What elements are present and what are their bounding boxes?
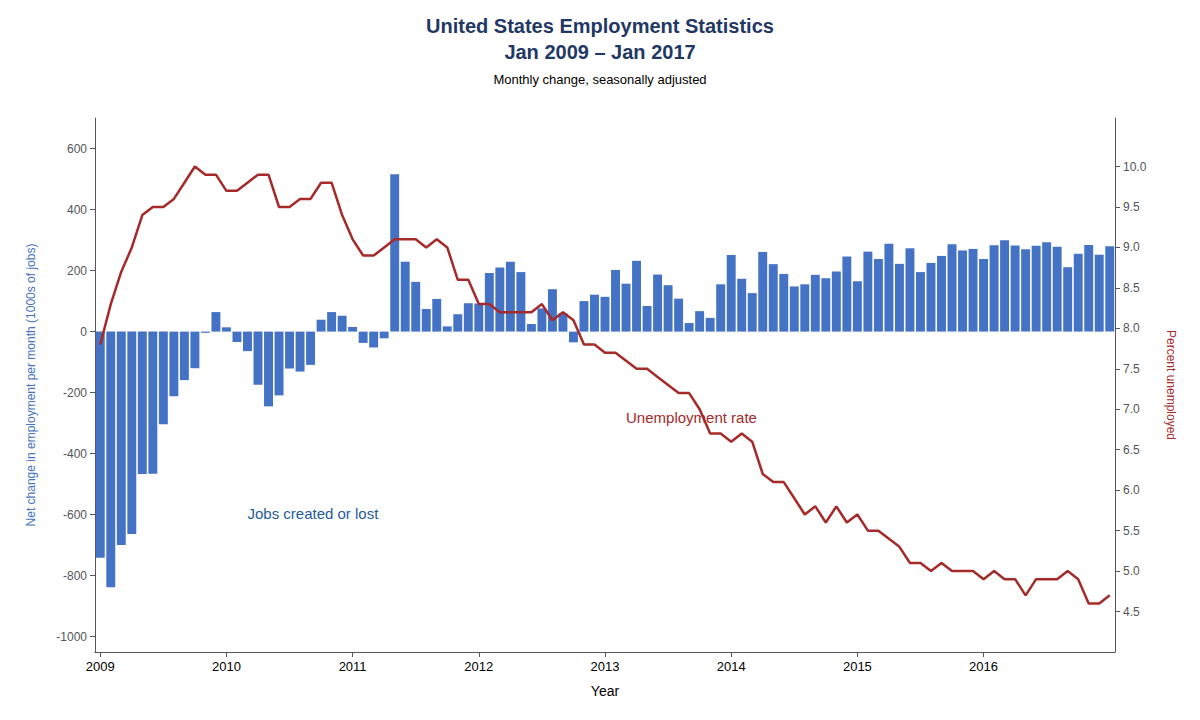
svg-text:Unemployment rate: Unemployment rate <box>626 409 757 426</box>
svg-text:United States Employment Stati: United States Employment Statistics <box>426 15 774 37</box>
svg-text:9.0: 9.0 <box>1123 240 1140 254</box>
svg-text:Monthly change, seasonally adj: Monthly change, seasonally adjusted <box>493 72 706 87</box>
svg-text:2014: 2014 <box>717 659 746 674</box>
svg-text:8.0: 8.0 <box>1123 321 1140 335</box>
svg-text:6.5: 6.5 <box>1123 443 1140 457</box>
svg-text:9.5: 9.5 <box>1123 200 1140 214</box>
svg-text:2013: 2013 <box>591 659 620 674</box>
svg-text:Jan 2009 – Jan 2017: Jan 2009 – Jan 2017 <box>504 41 695 63</box>
svg-text:2010: 2010 <box>212 659 241 674</box>
svg-text:Jobs created or lost: Jobs created or lost <box>247 505 379 522</box>
svg-text:4.5: 4.5 <box>1123 605 1140 619</box>
svg-text:2011: 2011 <box>339 659 367 674</box>
svg-text:Percent unemployed: Percent unemployed <box>1164 330 1178 440</box>
svg-text:8.5: 8.5 <box>1123 281 1140 295</box>
svg-text:2016: 2016 <box>969 659 998 674</box>
svg-text:-1000: -1000 <box>56 630 87 644</box>
svg-text:2015: 2015 <box>843 659 872 674</box>
svg-text:Net change in employment per m: Net change in employment per month (1000… <box>24 244 38 527</box>
svg-text:-200: -200 <box>63 386 87 400</box>
svg-text:7.5: 7.5 <box>1123 362 1140 376</box>
svg-text:200: 200 <box>67 264 87 278</box>
svg-text:5.5: 5.5 <box>1123 524 1140 538</box>
svg-text:0: 0 <box>80 325 87 339</box>
svg-text:10.0: 10.0 <box>1123 160 1147 174</box>
svg-text:-400: -400 <box>63 447 87 461</box>
svg-text:-600: -600 <box>63 508 87 522</box>
svg-text:2009: 2009 <box>86 659 115 674</box>
svg-text:400: 400 <box>67 203 87 217</box>
svg-text:2012: 2012 <box>464 659 493 674</box>
svg-text:7.0: 7.0 <box>1123 402 1140 416</box>
svg-text:600: 600 <box>67 142 87 156</box>
svg-text:Year: Year <box>591 683 620 699</box>
svg-text:-800: -800 <box>63 569 87 583</box>
svg-text:5.0: 5.0 <box>1123 564 1140 578</box>
svg-text:6.0: 6.0 <box>1123 483 1140 497</box>
